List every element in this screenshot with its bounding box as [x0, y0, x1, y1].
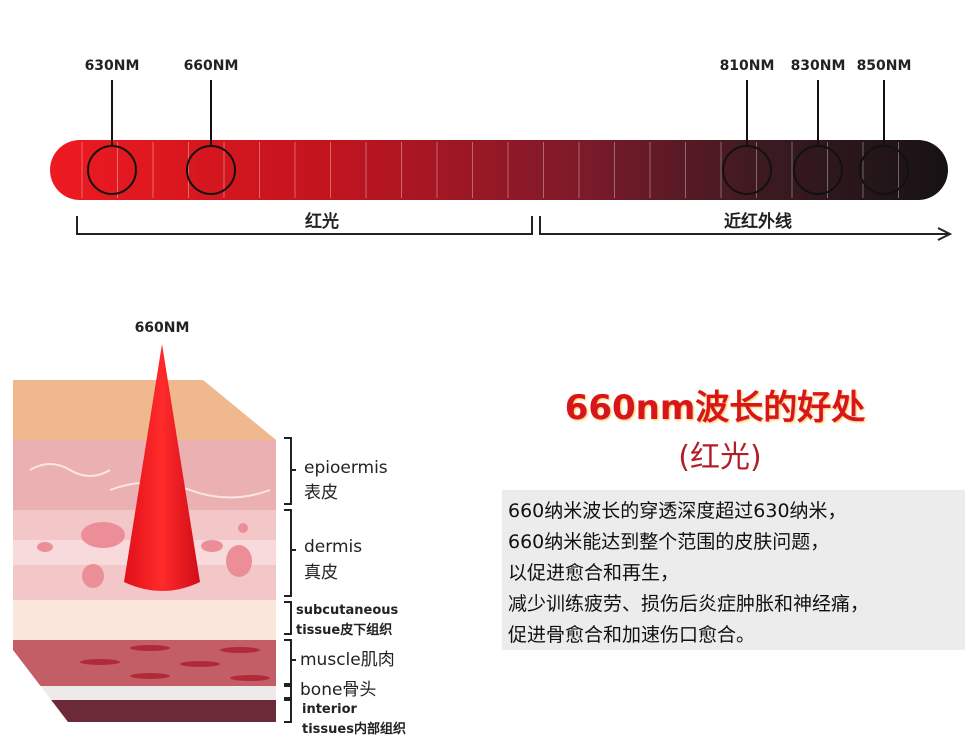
benefit-line: 以促进愈合和再生， [508, 562, 680, 584]
benefit-line: 减少训练疲劳、损伤后炎症肿胀和神经痛， [508, 593, 870, 615]
wavelength-circle [859, 145, 909, 195]
spectrum-bar: 630NM 660NM 810NM 830NM 850NM [50, 58, 948, 200]
layer-interior [13, 700, 276, 722]
wavelength-circle [87, 145, 137, 195]
wavelength-label: 630NM [85, 58, 140, 74]
wavelength-label: 810NM [720, 58, 775, 74]
benefits-subtitle: (红光) [678, 440, 762, 475]
wavelength-label: 830NM [791, 58, 846, 74]
red-light-bracket [76, 216, 533, 235]
layer-bone [13, 686, 276, 700]
wavelength-circle [186, 145, 236, 195]
wavelength-label: 660NM [184, 58, 239, 74]
layer-label-subcutaneous-cn: tissue皮下组织 [296, 622, 392, 638]
benefits-title: 660nm波长的好处 [564, 388, 866, 428]
layer-label-epidermis: epioermis [304, 458, 388, 478]
layer-label-interior-cn: tissues内部组织 [302, 721, 406, 737]
light-beam [124, 344, 200, 591]
wavelength-circle [793, 145, 843, 195]
layer-label-dermis: dermis [304, 537, 362, 557]
nir-bracket [539, 216, 948, 235]
benefits-text-box: 660纳米波长的穿透深度超过630纳米， 660纳米能达到整个范围的皮肤问题， … [502, 490, 965, 650]
benefit-line: 660纳米波长的穿透深度超过630纳米， [508, 500, 847, 522]
range-brackets [76, 216, 953, 241]
spectrum-gradient [50, 140, 948, 200]
wavelength-marker: 630NM [85, 58, 140, 195]
wavelength-marker: 810NM [720, 58, 775, 195]
layer-label-subcutaneous: subcutaneous [296, 603, 399, 618]
wavelength-marker: 850NM [857, 58, 912, 195]
layer-label-bone: bone骨头 [300, 680, 376, 700]
spectrum-stripes [81, 142, 899, 198]
wavelength-marker: 830NM [791, 58, 846, 195]
arrow-right-icon [937, 227, 953, 241]
wavelength-marker: 660NM [184, 58, 239, 195]
benefit-line: 660纳米能达到整个范围的皮肤问题， [508, 531, 830, 553]
layer-label-muscle: muscle肌肉 [300, 650, 395, 670]
layer-label-dermis-cn: 真皮 [304, 563, 338, 583]
layer-subcutaneous [13, 600, 276, 640]
layer-label-interior: interior [302, 702, 358, 717]
wavelength-circle [722, 145, 772, 195]
range-label-nir: 近红外线 [724, 211, 792, 232]
beam-label: 660NM [135, 320, 190, 336]
benefit-line: 促进骨愈合和加速伤口愈合。 [508, 624, 756, 646]
wavelength-label: 850NM [857, 58, 912, 74]
layer-label-epidermis-cn: 表皮 [304, 483, 338, 503]
range-label-red: 红光 [305, 211, 339, 232]
layer-brackets [284, 437, 296, 723]
